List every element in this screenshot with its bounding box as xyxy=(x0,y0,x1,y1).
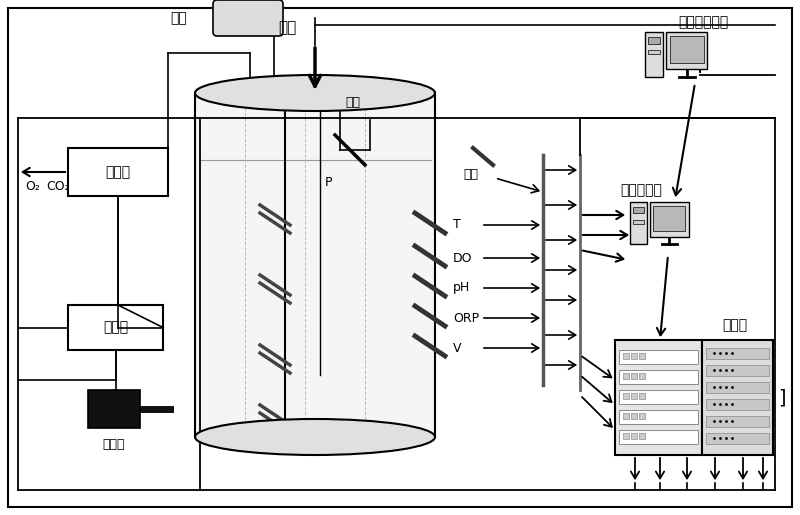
Bar xyxy=(706,348,769,359)
Bar xyxy=(623,433,629,439)
Bar xyxy=(706,433,769,444)
Text: 深度: 深度 xyxy=(345,96,360,110)
Text: 计算机: 计算机 xyxy=(103,320,128,335)
Bar xyxy=(648,37,660,44)
FancyBboxPatch shape xyxy=(213,0,283,36)
Text: 计算机控制: 计算机控制 xyxy=(620,183,662,197)
Text: P: P xyxy=(325,177,333,190)
Text: pH: pH xyxy=(453,282,470,295)
Text: 显微仪: 显微仪 xyxy=(102,438,126,452)
Text: 补料: 补料 xyxy=(170,11,187,25)
Bar xyxy=(615,340,702,455)
Bar xyxy=(623,413,629,419)
Text: DO: DO xyxy=(453,251,473,265)
Bar xyxy=(619,350,698,364)
Bar xyxy=(633,207,644,213)
Bar xyxy=(648,50,660,54)
Bar xyxy=(653,206,685,231)
Bar xyxy=(68,148,168,196)
Text: ORP: ORP xyxy=(453,312,479,324)
Text: O₂: O₂ xyxy=(26,180,41,193)
Bar xyxy=(619,430,698,444)
Ellipse shape xyxy=(195,419,435,455)
Bar xyxy=(702,340,773,455)
Bar xyxy=(619,410,698,424)
Bar xyxy=(623,373,629,379)
Bar xyxy=(623,393,629,399)
Text: V: V xyxy=(453,341,462,354)
Text: CO₂: CO₂ xyxy=(46,180,70,193)
Bar xyxy=(639,373,645,379)
Text: 局域网: 局域网 xyxy=(722,318,747,332)
Bar xyxy=(706,365,769,376)
Bar xyxy=(706,416,769,427)
Bar xyxy=(619,390,698,404)
Text: 光源: 光源 xyxy=(278,21,296,36)
Bar xyxy=(631,353,637,359)
Bar xyxy=(619,370,698,384)
Bar xyxy=(639,393,645,399)
Bar xyxy=(631,413,637,419)
Bar xyxy=(645,32,663,77)
Bar xyxy=(666,32,707,69)
Bar xyxy=(639,353,645,359)
Bar xyxy=(670,36,704,63)
Text: 流量: 流量 xyxy=(463,168,478,181)
Text: 质谱仪: 质谱仪 xyxy=(106,165,130,179)
Bar xyxy=(650,202,689,237)
Text: 就地数据处理: 就地数据处理 xyxy=(678,15,728,29)
Bar xyxy=(631,393,637,399)
Text: T: T xyxy=(453,218,461,232)
Bar xyxy=(639,433,645,439)
Bar xyxy=(623,353,629,359)
Bar xyxy=(706,399,769,410)
Bar xyxy=(639,413,645,419)
Bar xyxy=(195,93,435,437)
Bar xyxy=(630,202,647,244)
Ellipse shape xyxy=(195,75,435,111)
Bar xyxy=(88,390,140,428)
Text: ]: ] xyxy=(778,388,786,407)
Bar xyxy=(633,220,644,224)
Bar xyxy=(631,373,637,379)
Bar xyxy=(631,433,637,439)
Bar xyxy=(706,382,769,393)
Bar xyxy=(68,305,163,350)
